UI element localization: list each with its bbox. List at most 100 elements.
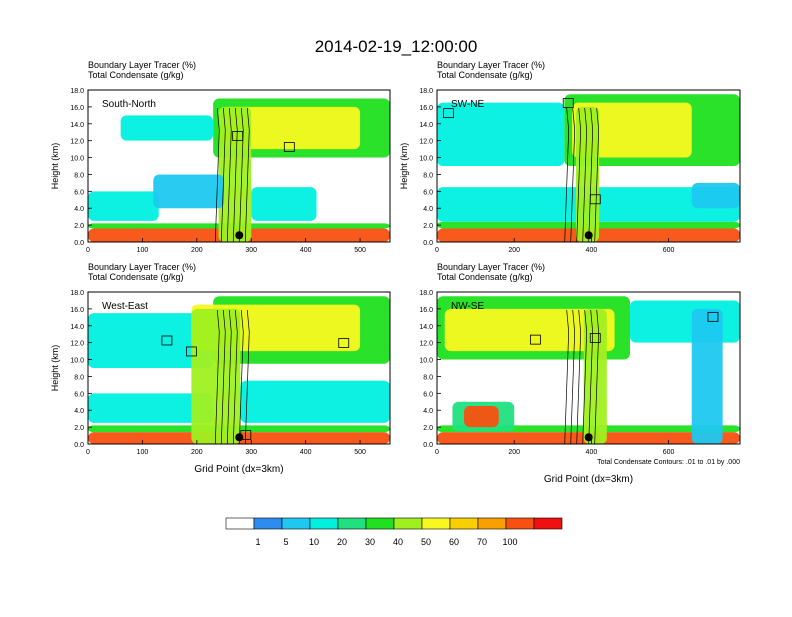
y-tick-label: 8.0 (74, 374, 84, 381)
y-axis-label: Height (km) (50, 143, 60, 190)
panel-header-tracer: Boundary Layer Tracer (%) (88, 60, 196, 70)
location-marker (584, 433, 593, 442)
condensate-contour (588, 107, 594, 242)
y-tick-label: 10.0 (419, 358, 433, 365)
tracer-shade (691, 182, 740, 209)
y-tick-label: 18.0 (70, 88, 84, 95)
condensate-contours (564, 309, 600, 444)
condensate-contour (244, 107, 250, 242)
y-tick-label: 16.0 (70, 307, 84, 314)
y-tick-label: 0.0 (74, 240, 84, 247)
tracer-shade (240, 380, 390, 423)
panel-frame (87, 89, 391, 243)
condensate-contour (220, 309, 226, 444)
y-tick-label: 10.0 (419, 156, 433, 163)
y-tick-label: 0.0 (423, 442, 433, 449)
x-axis-label: Grid Point (dx=3km) (544, 474, 633, 485)
condensate-contour (576, 309, 582, 444)
tracer-shade (444, 308, 615, 352)
colorbar-swatch (421, 517, 451, 530)
colorbar-tick-label: 60 (449, 537, 459, 547)
colorbar-swatch (281, 517, 311, 530)
condensate-contours (214, 309, 250, 444)
tracer-shade (629, 300, 740, 343)
colorbar-tick-label: 10 (309, 537, 319, 547)
panel-header-tracer: Boundary Layer Tracer (%) (437, 262, 545, 272)
y-tick-label: 16.0 (419, 307, 433, 314)
x-tick-label: 400 (586, 449, 598, 456)
y-tick-label: 14.0 (419, 122, 433, 129)
location-marker (235, 231, 244, 240)
x-tick-label: 0 (435, 247, 439, 254)
condensate-contour (594, 309, 600, 444)
tracer-shade (575, 106, 600, 242)
location-marker (235, 433, 244, 442)
y-tick-label: 6.0 (423, 189, 433, 196)
panel-3: Boundary Layer Tracer (%)Total Condensat… (50, 262, 391, 475)
panel-header-condensate: Total Condensate (g/kg) (88, 272, 184, 282)
x-tick-label: 500 (354, 247, 366, 254)
y-axis-label: Height (km) (50, 345, 60, 392)
y-tick-label: 2.0 (74, 425, 84, 432)
tracer-shade (88, 191, 159, 221)
condensate-contour (582, 107, 588, 242)
tracer-shade (437, 102, 565, 166)
colorbar-tick-label: 50 (421, 537, 431, 547)
x-tick-label: 100 (137, 247, 149, 254)
panel-frame (436, 291, 741, 445)
condensate-contours (214, 107, 250, 242)
panel-label: NW-SE (451, 301, 484, 312)
condensate-contour (582, 309, 588, 444)
condensate-contour (588, 309, 594, 444)
x-tick-label: 200 (508, 247, 520, 254)
panel-frame (87, 291, 391, 445)
panel-header-condensate: Total Condensate (g/kg) (88, 70, 184, 80)
condensate-contour (244, 309, 250, 444)
condensate-contour (564, 107, 570, 242)
y-tick-label: 4.0 (74, 206, 84, 213)
contour-value-box (338, 338, 350, 348)
panel-label: SW-NE (451, 99, 484, 110)
x-tick-label: 300 (245, 449, 257, 456)
y-tick-label: 12.0 (70, 139, 84, 146)
x-tick-label: 400 (300, 449, 312, 456)
y-tick-label: 2.0 (423, 223, 433, 230)
x-tick-label: 0 (86, 449, 90, 456)
tracer-shade (572, 102, 692, 158)
tracer-shade (224, 106, 361, 150)
y-tick-label: 18.0 (70, 290, 84, 297)
y-tick-label: 12.0 (70, 341, 84, 348)
x-tick-label: 100 (137, 449, 149, 456)
condensate-contour (570, 107, 576, 242)
contour-value-box (232, 131, 244, 141)
x-tick-label: 300 (245, 247, 257, 254)
colorbar: 1 5 10 20 30 40 50 60 70 100 (225, 517, 563, 547)
contour-value-box (707, 311, 719, 322)
figure-title: 2014-02-19_12:00:00 (315, 37, 478, 56)
x-tick-label: 400 (300, 247, 312, 254)
y-tick-label: 4.0 (423, 206, 433, 213)
condensate-contour (220, 107, 226, 242)
tracer-shade (88, 313, 214, 368)
y-tick-label: 8.0 (423, 172, 433, 179)
condensate-contours (564, 107, 600, 242)
y-tick-label: 0.0 (74, 442, 84, 449)
tracer-shade (251, 187, 317, 221)
y-tick-label: 14.0 (70, 122, 84, 129)
contour-value-box (589, 333, 601, 343)
contour-footnote: Total Condensate Contours: .01 to .01 by… (597, 459, 740, 466)
tracer-shade (120, 115, 214, 141)
panel-label: West-East (102, 301, 148, 312)
panel-header-tracer: Boundary Layer Tracer (%) (88, 262, 196, 272)
y-tick-label: 16.0 (419, 105, 433, 112)
condensate-contour (232, 107, 238, 242)
y-tick-label: 4.0 (74, 408, 84, 415)
colorbar-tick-label: 1 (255, 537, 260, 547)
panel-header-condensate: Total Condensate (g/kg) (437, 70, 533, 80)
panel-label: South-North (102, 99, 156, 110)
contour-value-box (185, 346, 197, 357)
panel-frame (436, 89, 741, 243)
condensate-contour (214, 107, 220, 242)
y-tick-label: 14.0 (70, 324, 84, 331)
